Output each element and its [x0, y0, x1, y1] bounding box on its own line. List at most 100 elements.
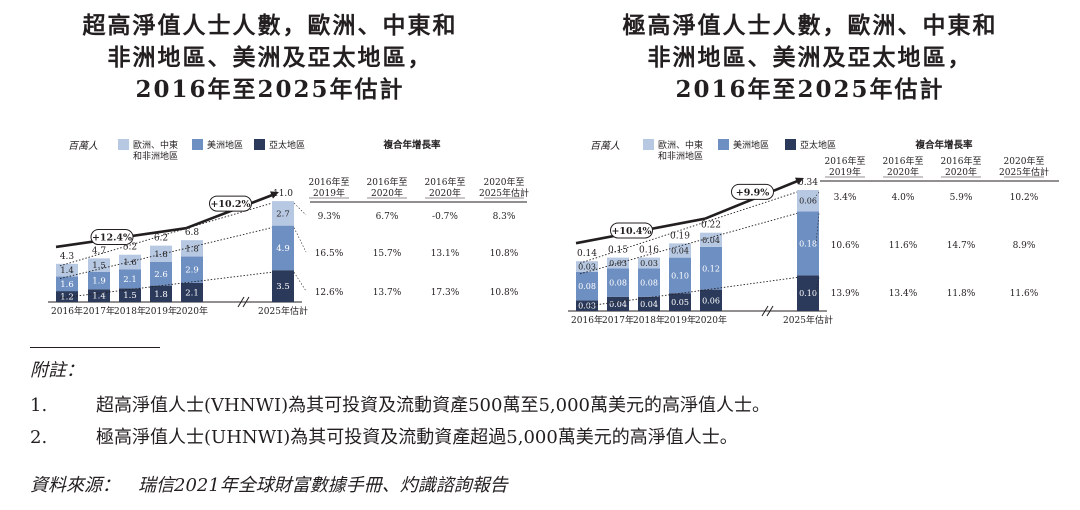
- connector-dotted-line: [815, 277, 820, 293]
- cagr-column-header: 2025年估計: [479, 187, 529, 199]
- bar-segment-europe: [150, 245, 172, 262]
- cagr-table-title: 複合年增長率: [382, 139, 441, 151]
- note-number: 2.: [30, 427, 48, 448]
- bar-value-label: 0.04: [702, 236, 720, 245]
- cagr-cell: 17.3%: [431, 288, 460, 298]
- bar-value-label: 0.18: [799, 239, 817, 248]
- cagr-cell: 12.6%: [315, 288, 344, 298]
- cagr-column-header: 2020年: [371, 187, 403, 199]
- connector-dotted-line: [293, 202, 307, 216]
- bar-segment-americas: [669, 257, 691, 294]
- cagr-cell: 13.7%: [373, 288, 402, 298]
- bar-value-label: 0.08: [609, 279, 627, 288]
- note-item: 2. 極高淨值人士(UHNWI)為其可投資及流動資產超過5,000萬美元的高淨值人…: [30, 423, 738, 449]
- bar-value-label: 0.08: [578, 282, 596, 291]
- bar-segment-americas: [56, 276, 78, 292]
- legend-swatch: [643, 139, 654, 150]
- note-item: 1. 超高淨值人士(VHNWI)為其可投資及流動資產500萬至5,000萬美元的高…: [30, 391, 770, 417]
- chart-title-line-1: 超高淨值人士人數，歐洲、中東和: [82, 12, 458, 39]
- bar-segment-asia: [797, 275, 819, 311]
- bar-value-label: 3.5: [276, 282, 290, 292]
- bar-value-label: 0.12: [702, 264, 720, 273]
- cagr-cell: 11.6%: [889, 241, 918, 251]
- bar-segment-asia: [181, 282, 203, 302]
- cagr-column-header: 2016年至: [883, 155, 924, 167]
- connector-dotted-line: [293, 272, 307, 292]
- bar-segment-europe: [607, 257, 629, 269]
- bar-segment-americas: [607, 268, 629, 297]
- bar-segment-americas: [272, 225, 294, 271]
- bar-total-label: 5.2: [123, 243, 137, 253]
- bar-value-label: 0.08: [640, 279, 658, 288]
- bar-value-label: 0.10: [671, 271, 689, 280]
- legend-swatch: [254, 139, 265, 150]
- source-line: 資料來源： 瑞信2021年全球財富數據手冊、灼識諮詢報告: [30, 471, 508, 497]
- bar-value-label: 1.5: [92, 261, 106, 271]
- legend-label: 和非洲地區: [658, 150, 703, 162]
- bar-segment-asia: [150, 285, 172, 302]
- cagr-cell: 9.3%: [318, 212, 341, 222]
- cagr-cell: 16.5%: [315, 249, 344, 259]
- x-tick-label: 2017年: [602, 314, 634, 326]
- notes-divider: [30, 347, 160, 348]
- cagr-pill: [90, 229, 134, 246]
- cagr-cell: 8.9%: [1013, 241, 1036, 251]
- note-text: 超高淨值人士(VHNWI)為其可投資及流動資產500萬至5,000萬美元的高淨值…: [96, 395, 770, 416]
- bar-segment-europe: [119, 254, 141, 270]
- bar-value-label: 0.04: [671, 247, 689, 256]
- bar-segment-asia: [56, 291, 78, 302]
- x-tick-label: 2017年: [83, 305, 115, 317]
- legend-label: 美洲地區: [733, 139, 769, 151]
- bar-value-label: 1.5: [123, 291, 137, 301]
- cagr-pill: [209, 195, 252, 212]
- bar-segment-americas: [88, 272, 110, 290]
- cagr-cell: 15.7%: [373, 249, 402, 259]
- cagr-pill-label: +12.4%: [92, 233, 132, 244]
- cagr-column-header: 2020年: [429, 187, 461, 199]
- cagr-pill: [610, 222, 653, 239]
- bar-segment-asia: [669, 293, 691, 311]
- cagr-column-header: 2016年至: [367, 176, 408, 188]
- x-tick-label: 2025年估計: [783, 314, 833, 326]
- bar-value-label: 1.6: [60, 280, 74, 290]
- source-label: 資料來源：: [30, 475, 120, 496]
- note-number: 1.: [30, 395, 48, 416]
- axis-break-mark: [761, 305, 769, 317]
- bar-value-label: 1.4: [60, 266, 74, 276]
- bar-value-label: 0.06: [799, 197, 817, 206]
- bar-segment-americas: [700, 246, 722, 290]
- bar-total-label: 4.7: [92, 246, 107, 256]
- cagr-column-header: 2016年至: [425, 176, 466, 188]
- bar-value-label: 0.04: [609, 300, 627, 309]
- cagr-cell: -0.7%: [432, 212, 458, 222]
- unit-label: 百萬人: [590, 140, 620, 152]
- legend-label: 美洲地區: [207, 139, 243, 151]
- cagr-cell: 13.4%: [889, 289, 918, 299]
- bar-total-label: 0.16: [639, 246, 659, 256]
- cagr-column-header: 2016年至: [941, 155, 982, 167]
- cagr-cell: 4.0%: [892, 193, 915, 203]
- x-tick-label: 2025年估計: [258, 305, 308, 317]
- x-tick-label: 2019年: [664, 314, 696, 326]
- cagr-pill-label: +9.9%: [736, 187, 770, 198]
- bar-segment-asia: [272, 270, 294, 302]
- unit-label: 百萬人: [68, 140, 98, 152]
- trend-dotted-line: [59, 202, 273, 267]
- x-tick-label: 2016年: [51, 305, 83, 317]
- bar-total-label: 6.8: [185, 228, 200, 238]
- chart-title: 極高淨值人士人數，歐洲、中東和 非洲地區、美洲及亞太地區， 2016年至2025…: [540, 10, 1080, 106]
- connector-dotted-line: [815, 191, 820, 197]
- chart-title-line-2: 非洲地區、美洲及亞太地區，: [107, 44, 433, 71]
- legend-swatch: [718, 139, 729, 150]
- x-tick-label: 2020年: [695, 314, 727, 326]
- legend-label: 亞太地區: [269, 139, 305, 151]
- bar-segment-europe: [638, 257, 660, 269]
- trend-dotted-line: [59, 227, 273, 279]
- bar-segment-americas: [150, 262, 172, 286]
- legend-label: 和非洲地區: [133, 150, 178, 162]
- bar-value-label: 2.9: [185, 266, 199, 276]
- cagr-column-header: 2016年至: [309, 176, 350, 188]
- source-text: 瑞信2021年全球財富數據手冊、灼識諮詢報告: [138, 475, 508, 496]
- cagr-column-header: 2016年至: [825, 155, 866, 167]
